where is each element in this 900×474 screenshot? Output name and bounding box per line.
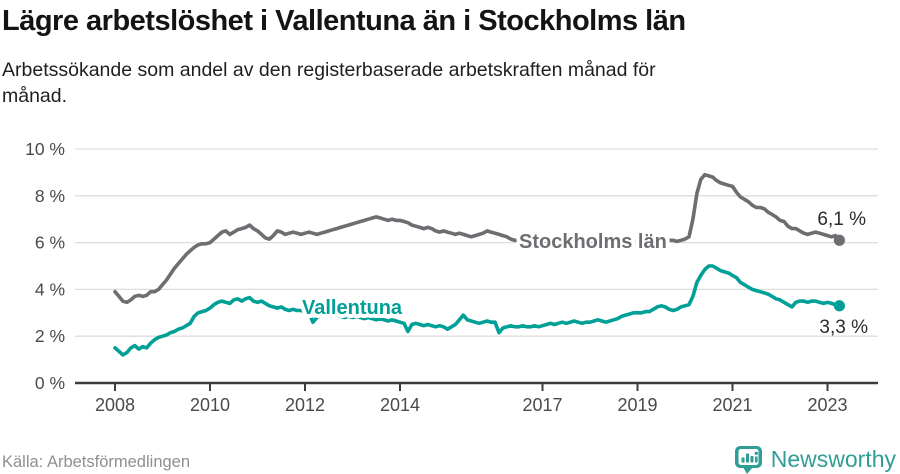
series-line-vallentuna [113, 264, 842, 357]
chart-subtitle-line1: Arbetssökande som andel av den registerb… [2, 59, 656, 81]
y-axis-tick-label: 0 % [35, 373, 65, 393]
series-end-value-stockholms-l-n: 6,1 % [817, 209, 866, 230]
y-axis-tick-label: 10 % [25, 139, 65, 159]
x-axis-tick-label: 2014 [380, 395, 420, 415]
x-axis-tick-label: 2012 [285, 395, 325, 415]
series-end-value-vallentuna: 3,3 % [819, 317, 868, 338]
series-label-vallentuna: Vallentuna [302, 297, 403, 319]
x-axis-tick-label: 2010 [190, 395, 230, 415]
newsworthy-brand: Newsworthy [734, 444, 896, 474]
y-axis-tick-label: 4 % [35, 279, 65, 299]
chart-title: Lägre arbetslöshet i Vallentuna än i Sto… [2, 5, 686, 37]
x-axis-tick-label: 2019 [617, 395, 657, 415]
series-line-stockholms-l-n [113, 172, 842, 305]
x-axis-tick-label: 2008 [95, 395, 135, 415]
series-label-stockholms-l-n: Stockholms län [519, 231, 667, 253]
x-axis-tick-label: 2023 [807, 395, 847, 415]
y-axis-tick-label: 6 % [35, 233, 65, 253]
x-axis-tick-label: 2017 [522, 395, 562, 415]
chart-subtitle-line2: månad. [2, 85, 68, 107]
series-end-dot-stockholms-l-n [833, 234, 845, 246]
y-axis-tick-label: 8 % [35, 186, 65, 206]
series-end-dot-vallentuna [833, 300, 845, 312]
x-axis-tick-label: 2021 [712, 395, 752, 415]
source-note: Källa: Arbetsförmedlingen [2, 453, 191, 471]
chart-subtitle: Arbetssökande som andel av den registerb… [2, 57, 656, 109]
newsworthy-wordmark: Newsworthy [770, 445, 896, 472]
newsworthy-logo-icon [734, 446, 762, 474]
y-axis-tick-label: 2 % [35, 326, 65, 346]
